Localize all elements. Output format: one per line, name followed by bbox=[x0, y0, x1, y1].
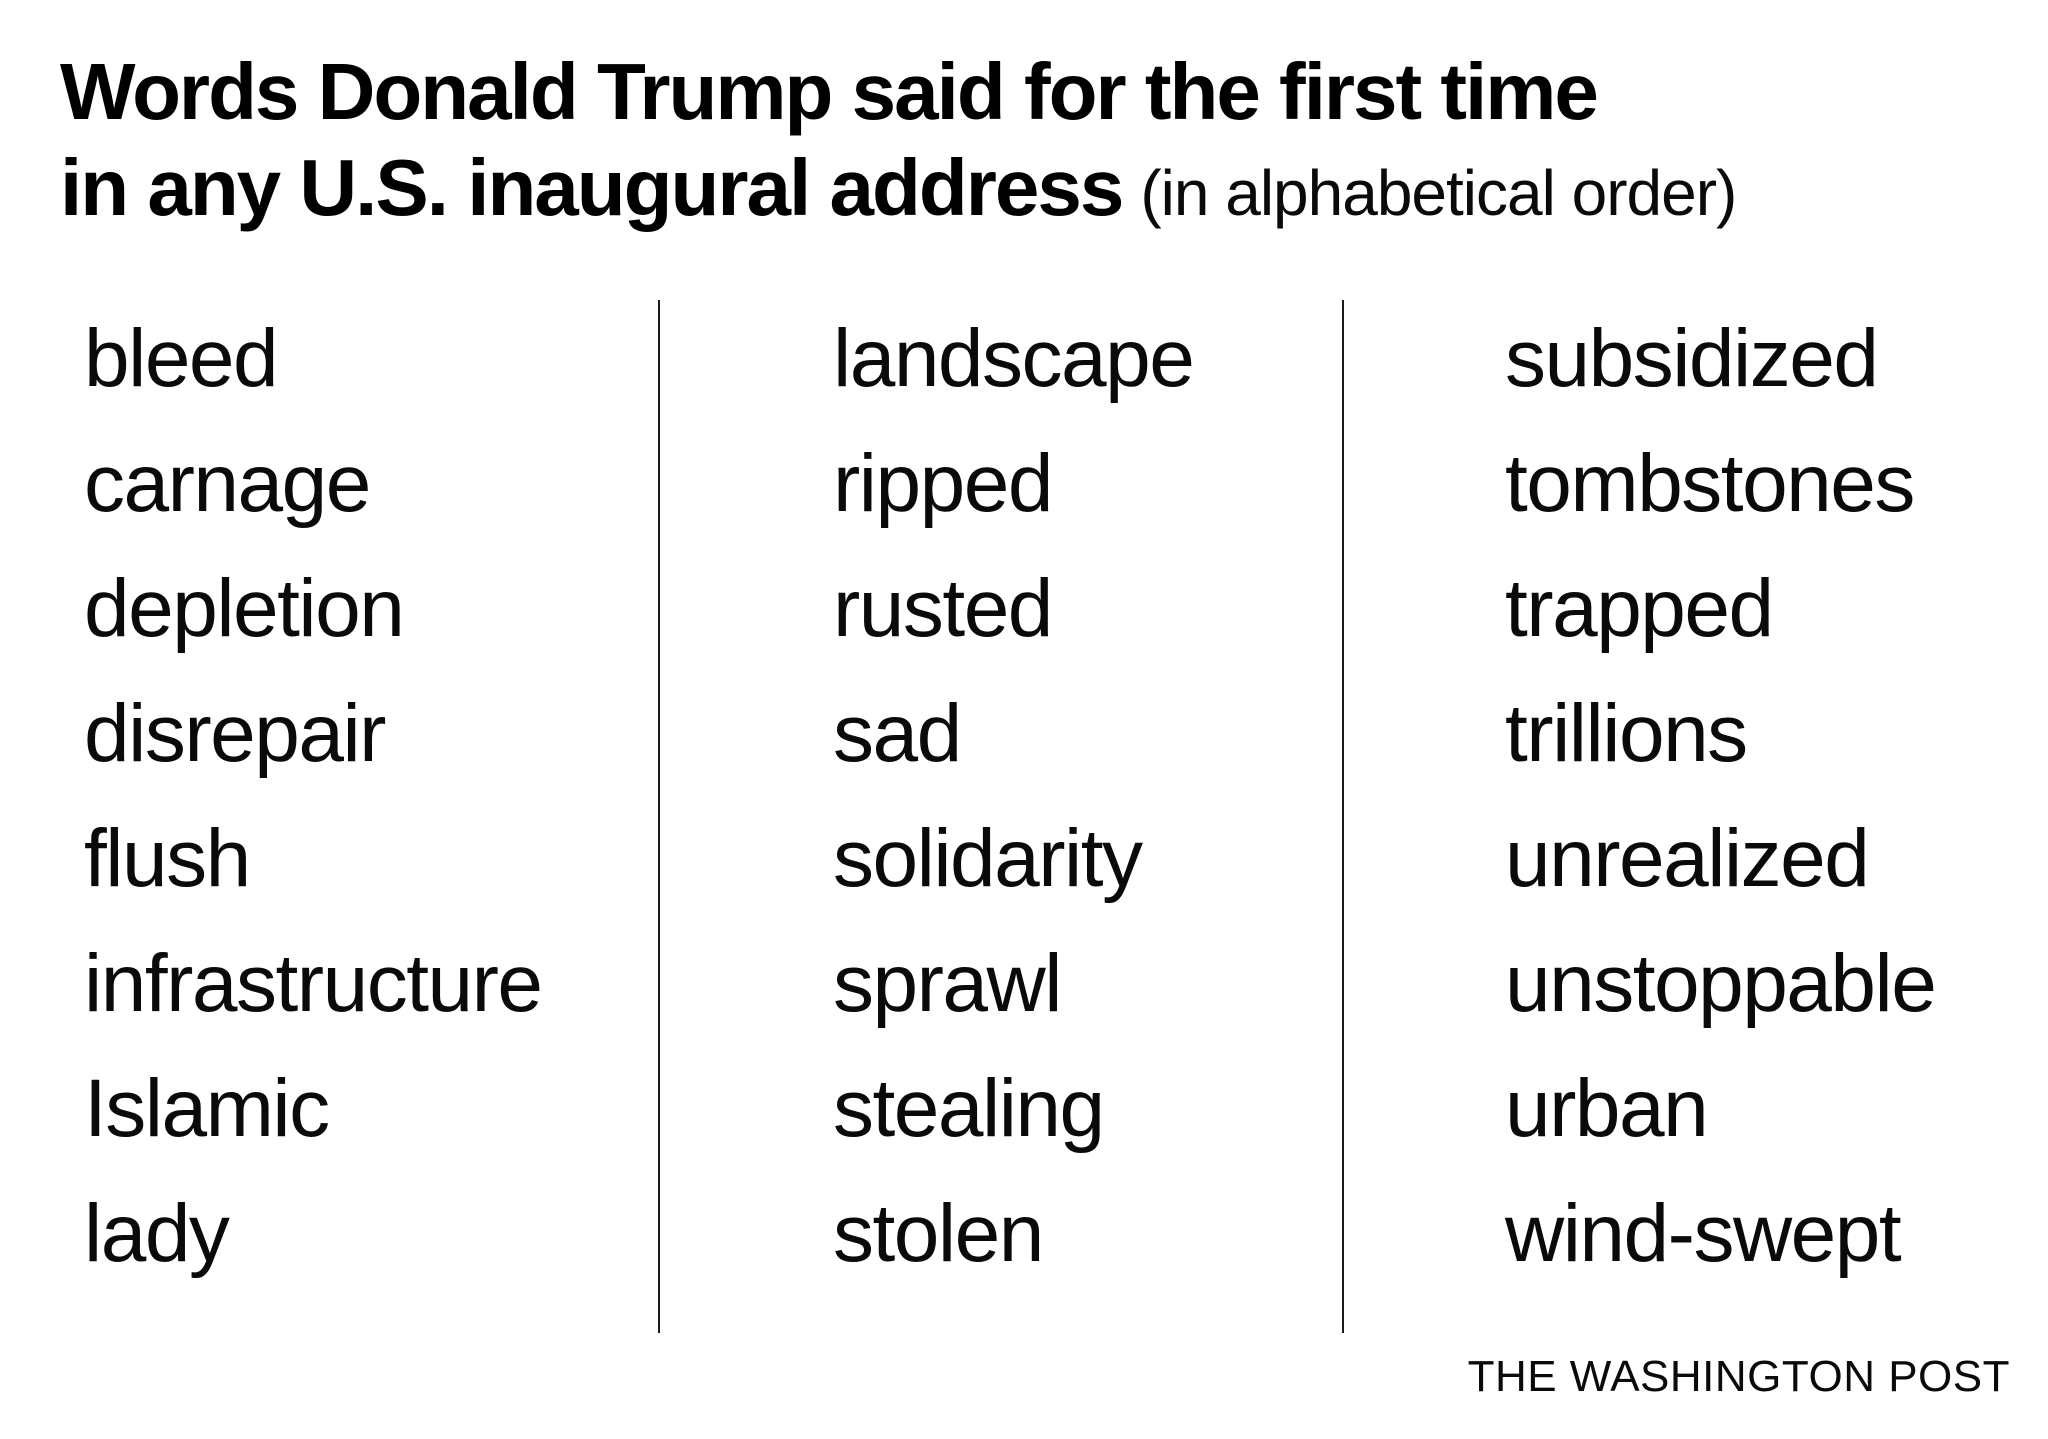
word-item: sad bbox=[833, 688, 962, 779]
word-item: subsidized bbox=[1505, 313, 1879, 404]
column-divider-1 bbox=[658, 300, 660, 1333]
word-column-3: subsidized tombstones trapped trillions … bbox=[1505, 296, 1937, 1296]
publisher-credit: THE WASHINGTON POST bbox=[1467, 1352, 2010, 1401]
word-item: wind-swept bbox=[1505, 1188, 1902, 1279]
title-line-2: in any U.S. inaugural address (in alphabe… bbox=[60, 140, 1737, 241]
word-column-2: landscape ripped rusted sad solidarity s… bbox=[833, 296, 1195, 1296]
word-item: ripped bbox=[833, 438, 1053, 529]
word-item: trillions bbox=[1505, 688, 1748, 779]
word-item: depletion bbox=[84, 563, 405, 654]
word-item: stealing bbox=[833, 1063, 1105, 1154]
title-block: Words Donald Trump said for the first ti… bbox=[60, 44, 1737, 241]
word-item: stolen bbox=[833, 1188, 1044, 1279]
word-item: trapped bbox=[1505, 563, 1774, 654]
word-item: infrastructure bbox=[84, 938, 543, 1029]
word-item: unstoppable bbox=[1505, 938, 1937, 1029]
word-item: solidarity bbox=[833, 813, 1143, 904]
column-divider-2 bbox=[1342, 300, 1344, 1333]
word-item: landscape bbox=[833, 313, 1195, 404]
title-line-2-bold: in any U.S. inaugural address bbox=[60, 143, 1124, 232]
word-item: Islamic bbox=[84, 1063, 330, 1154]
word-item: rusted bbox=[833, 563, 1053, 654]
word-item: lady bbox=[84, 1188, 230, 1279]
title-subtitle-note: (in alphabetical order) bbox=[1140, 157, 1737, 229]
word-item: disrepair bbox=[84, 688, 386, 779]
word-column-1: bleed carnage depletion disrepair flush … bbox=[84, 296, 543, 1296]
word-item: flush bbox=[84, 813, 251, 904]
word-item: tombstones bbox=[1505, 438, 1915, 529]
word-item: carnage bbox=[84, 438, 371, 529]
title-line-1: Words Donald Trump said for the first ti… bbox=[60, 47, 1599, 136]
word-item: unrealized bbox=[1505, 813, 1870, 904]
word-item: urban bbox=[1505, 1063, 1709, 1154]
word-item: sprawl bbox=[833, 938, 1062, 1029]
word-item: bleed bbox=[84, 313, 279, 404]
